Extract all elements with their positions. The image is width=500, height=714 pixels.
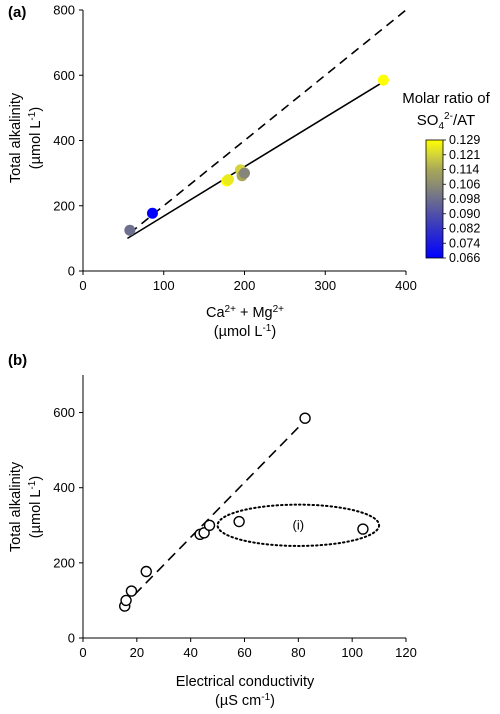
panel-a-data-point <box>239 168 250 179</box>
panel-a-data-point <box>378 75 389 86</box>
colorbar-title-line2: SO42-/AT <box>417 111 475 132</box>
panel-a-ylabel: Total alkalinity <box>8 92 24 183</box>
panel-a-y-tick-label: 800 <box>53 3 75 18</box>
panel-b-y-tick-label: 200 <box>53 555 75 570</box>
panel-b-data-point <box>126 586 136 596</box>
colorbar-tick-label: 0.090 <box>449 207 480 221</box>
panel-a-fit-lines <box>127 10 406 238</box>
colorbar-tick-label: 0.121 <box>449 148 480 162</box>
panel-b-fit-line <box>123 422 303 606</box>
panel-a-data-point <box>223 174 234 185</box>
panel-b-data-point <box>234 517 244 527</box>
panel-b-x-tick-label: 120 <box>395 645 417 660</box>
panel-a-points <box>124 75 389 236</box>
panel-a-x-tick-label: 300 <box>314 278 336 293</box>
panel-a-dashed-line <box>130 10 406 233</box>
panel-b-data-point <box>300 413 310 423</box>
colorbar-tick-label: 0.114 <box>449 163 479 177</box>
colorbar-ticks: 0.1290.1210.1140.1060.0980.0900.0820.074… <box>443 133 480 265</box>
panel-b-y-tick-label: 400 <box>53 480 75 495</box>
colorbar-tick-label: 0.082 <box>449 222 480 236</box>
panel-b-axes: 0 20 40 60 80 100 120 0 200 400 600 <box>53 375 417 660</box>
panel-a-xlabel: Ca2+ + Mg2+ <box>206 304 284 321</box>
panel-b-data-point <box>358 524 368 534</box>
panel-a-x-tick-label: 100 <box>153 278 175 293</box>
panel-a-y-tick-label: 600 <box>53 68 75 83</box>
panel-b-data-point <box>205 520 215 530</box>
panel-b-x-tick-label: 0 <box>79 645 86 660</box>
panel-a-y-tick-label: 0 <box>68 264 75 279</box>
panel-b-x-tick-label: 80 <box>291 645 305 660</box>
colorbar-tick-label: 0.098 <box>449 192 480 206</box>
colorbar-tick-label: 0.106 <box>449 177 480 191</box>
panel-b-y-tick-label: 0 <box>68 631 75 646</box>
panel-b-xlabel-units: (µS cm-1) <box>215 692 275 709</box>
panel-a-y-tick-label: 200 <box>53 198 75 213</box>
colorbar-tick-label: 0.066 <box>449 251 480 265</box>
panel-a-x-tick-label: 0 <box>79 278 86 293</box>
panel-b-ylabel: Total alkalinity <box>8 461 24 552</box>
panel-b-y-tick-label: 600 <box>53 405 75 420</box>
panel-b-label: (b) <box>8 352 27 369</box>
panel-b-x-tick-label: 100 <box>341 645 363 660</box>
panel-a-data-point <box>147 208 158 219</box>
panel-a-solid-line <box>127 82 383 239</box>
panel-a-y-tick-label: 400 <box>53 133 75 148</box>
colorbar-gradient <box>426 140 443 258</box>
panel-a-data-point <box>124 225 135 236</box>
panel-b-dashed-line <box>123 422 303 606</box>
colorbar-tick-label: 0.129 <box>449 133 480 147</box>
panel-b-x-tick-label: 20 <box>130 645 144 660</box>
panel-b-data-point <box>141 566 151 576</box>
colorbar-title-line1: Molar ratio of <box>402 90 490 107</box>
panel-a-xlabel-units: (µmol L-1) <box>214 323 276 340</box>
panel-b-group-label: (i) <box>293 517 305 532</box>
panel-b-data-point <box>121 595 131 605</box>
panel-b: (b) 0 20 40 60 80 100 120 0 200 400 600 (i) Total … <box>8 352 417 709</box>
panel-a-label: (a) <box>8 4 26 21</box>
panel-b-xlabel: Electrical conductivity <box>176 674 315 690</box>
panel-b-x-tick-label: 40 <box>183 645 197 660</box>
colorbar-tick-label: 0.074 <box>449 236 480 250</box>
panel-b-points <box>120 413 368 611</box>
panel-a-x-tick-label: 400 <box>395 278 417 293</box>
panel-b-ylabel-units: (µmol L-1) <box>27 476 44 538</box>
panel-a: (a) 0 100 200 300 400 0 200 400 600 800 Total alk… <box>8 3 491 341</box>
panel-a-ylabel-units: (µmol L-1) <box>27 107 44 169</box>
colorbar: Molar ratio of SO42-/AT 0.1290.1210.1140… <box>402 90 490 265</box>
panel-a-x-tick-label: 200 <box>234 278 256 293</box>
panel-b-x-tick-label: 60 <box>237 645 251 660</box>
